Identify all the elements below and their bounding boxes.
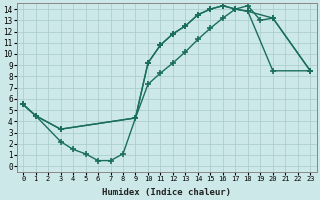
X-axis label: Humidex (Indice chaleur): Humidex (Indice chaleur) <box>102 188 231 197</box>
